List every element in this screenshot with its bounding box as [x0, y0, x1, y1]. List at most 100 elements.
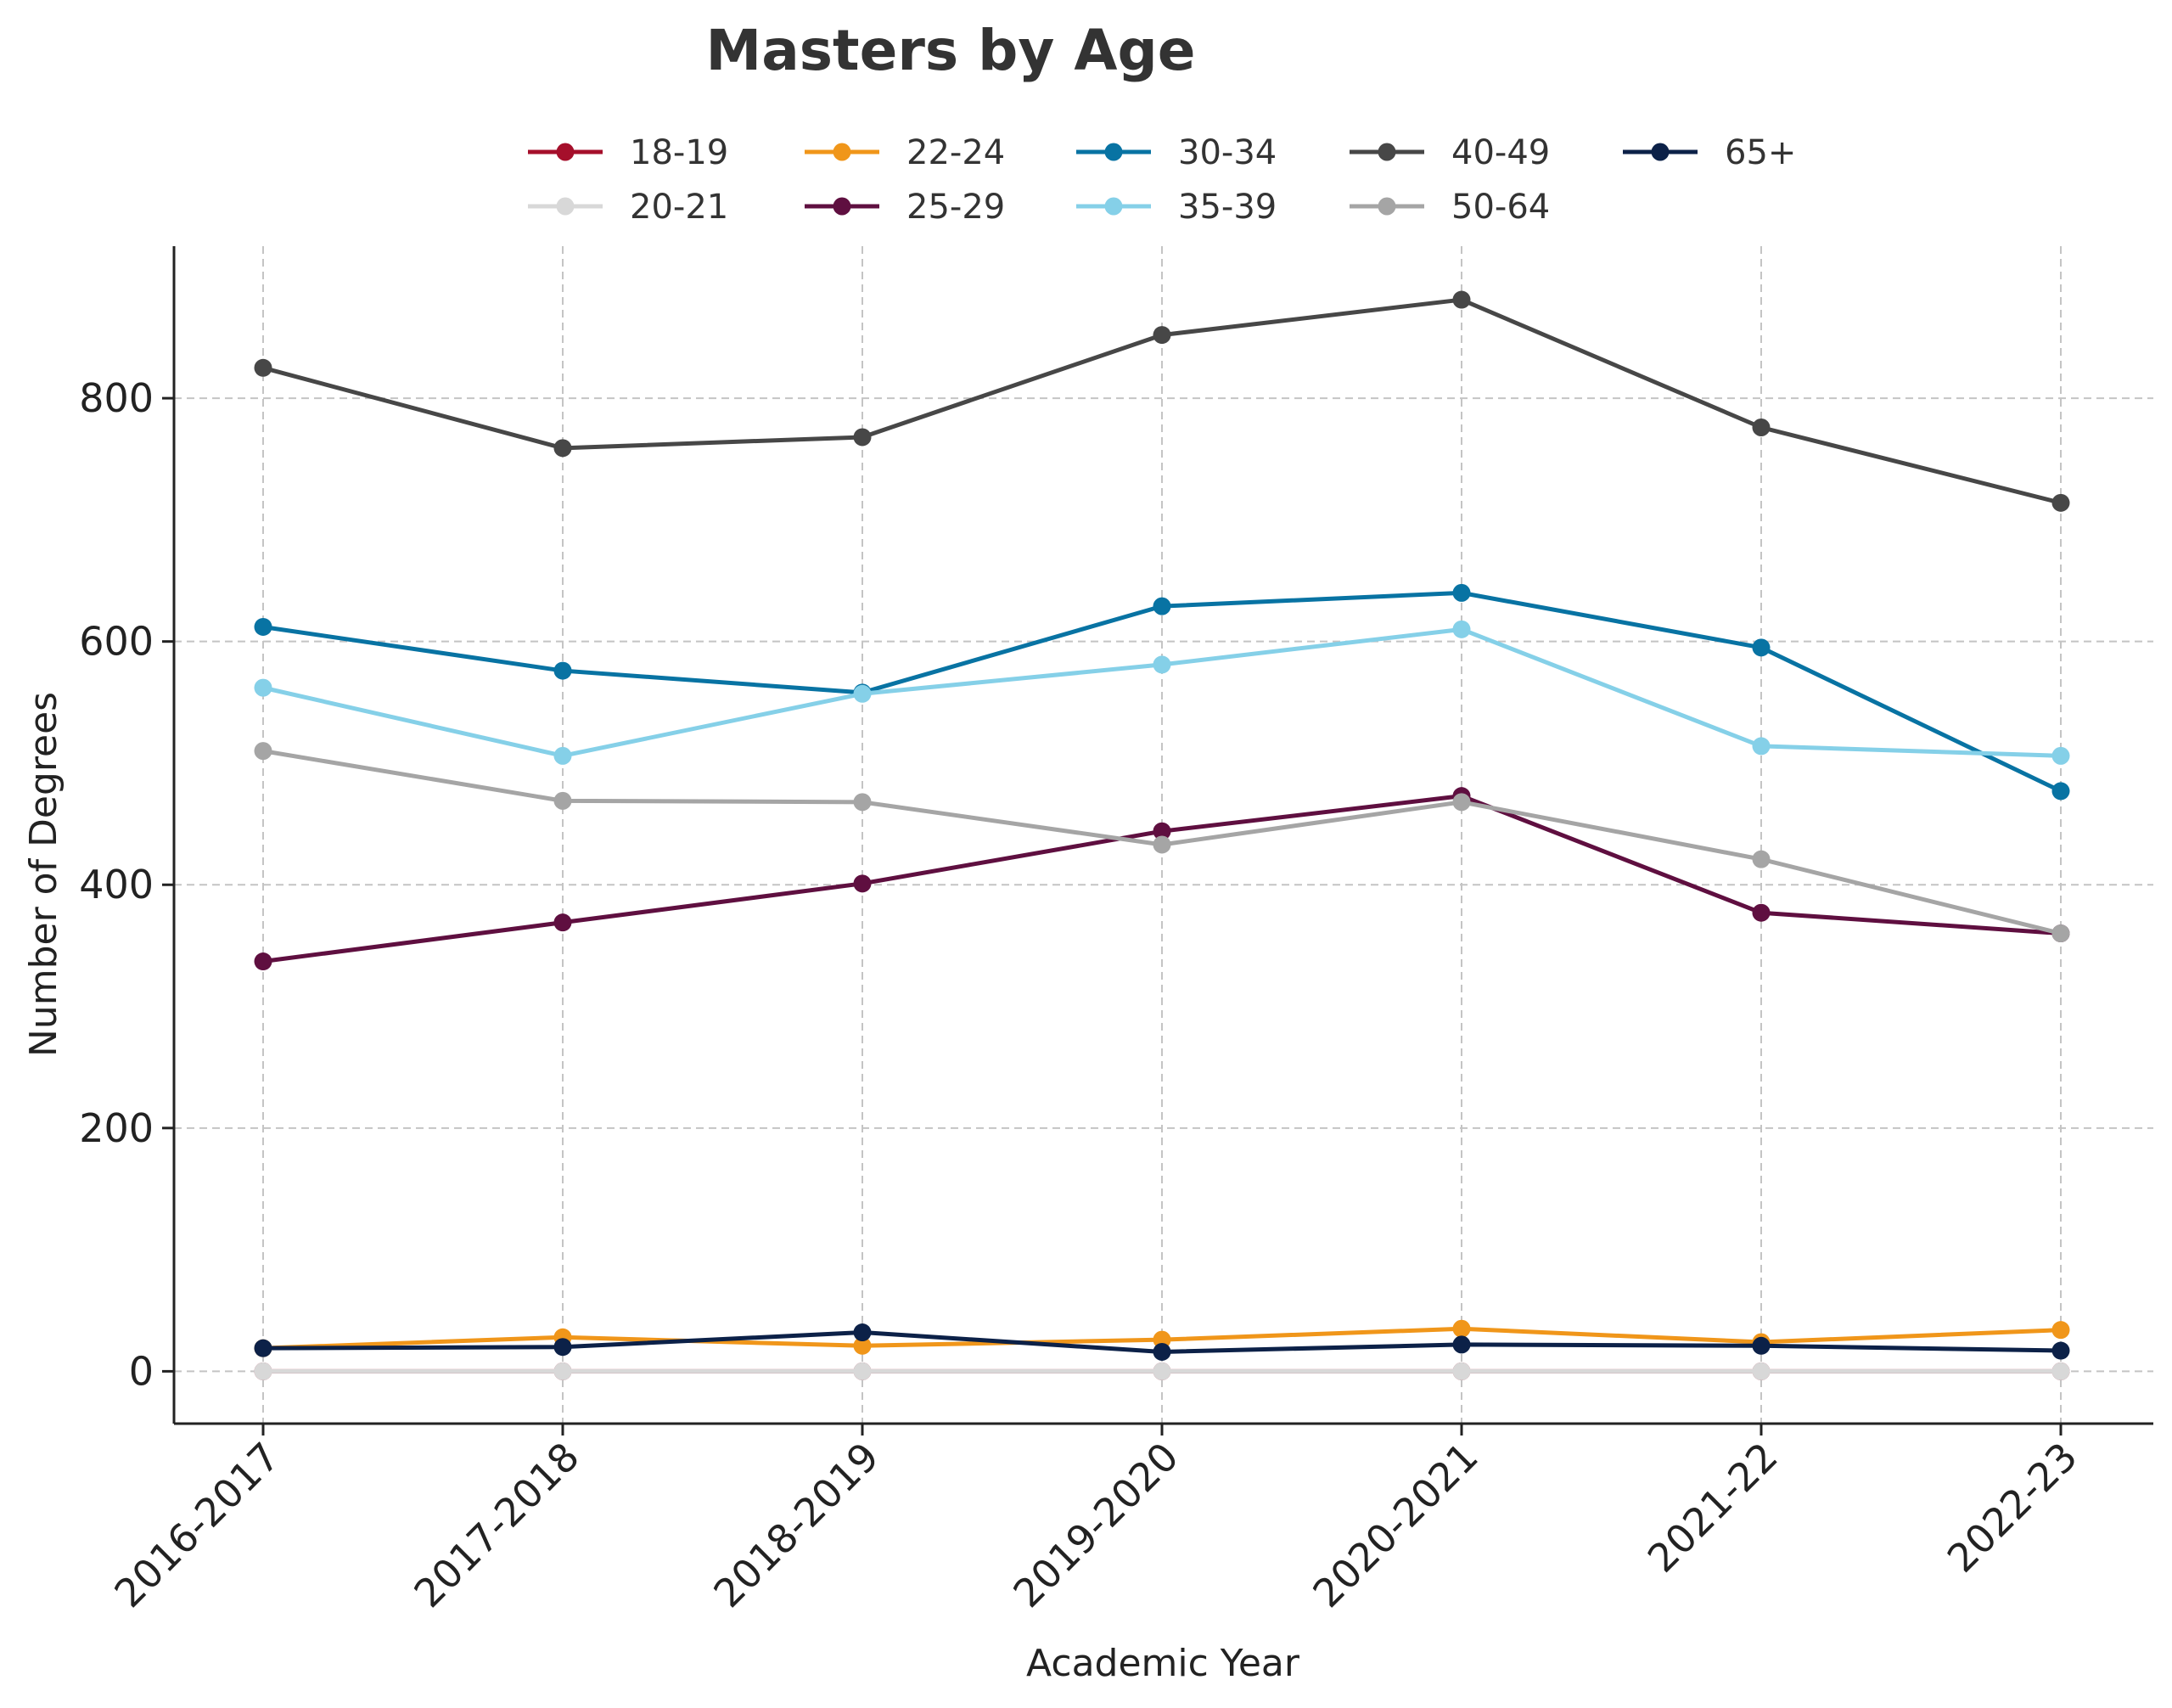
data-point — [853, 1336, 872, 1355]
data-point — [254, 358, 272, 377]
data-point — [254, 678, 272, 697]
data-point — [1752, 638, 1771, 657]
legend-label: 40-49 — [1451, 133, 1550, 172]
data-point — [254, 952, 272, 971]
data-point — [1153, 835, 1171, 854]
y-tick-label: 400 — [79, 862, 154, 907]
x-tick-label: 2018-2019 — [704, 1434, 887, 1616]
data-point — [1452, 1335, 1471, 1354]
axes: 2016-2017 2017-2018 2018-2019 2019-2020 2020… — [79, 246, 2153, 1616]
legend-marker — [833, 197, 851, 216]
legend-label: 50-64 — [1451, 188, 1550, 227]
series-20-21 — [254, 1362, 2070, 1380]
legend-item: 35-39 — [1076, 188, 1277, 227]
data-point — [553, 661, 572, 680]
data-point — [2051, 493, 2070, 512]
legend-item: 22-24 — [805, 133, 1005, 172]
data-point — [1452, 583, 1471, 602]
data-point — [2051, 1341, 2070, 1360]
x-tick-label: 2020-2021 — [1304, 1434, 1486, 1616]
data-point — [553, 1362, 572, 1380]
data-point — [1452, 1319, 1471, 1338]
data-point — [1452, 620, 1471, 638]
legend-marker — [833, 143, 851, 161]
y-tick-label: 600 — [79, 619, 154, 665]
series-group — [254, 290, 2070, 1380]
data-point — [1153, 655, 1171, 674]
legend-label: 30-34 — [1178, 133, 1277, 172]
legend-label: 20-21 — [630, 188, 728, 227]
data-point — [2051, 1321, 2070, 1340]
data-point — [2051, 924, 2070, 943]
data-point — [853, 1362, 872, 1380]
x-tick-label: 2021-22 — [1639, 1434, 1787, 1582]
data-point — [1752, 903, 1771, 922]
series-50-64 — [254, 742, 2070, 943]
data-point — [853, 684, 872, 703]
data-point — [1752, 850, 1771, 868]
legend-marker — [556, 197, 575, 216]
data-point — [1153, 326, 1171, 345]
legend-label: 22-24 — [906, 133, 1005, 172]
legend-item: 50-64 — [1350, 188, 1550, 227]
data-point — [1752, 418, 1771, 436]
data-point — [853, 874, 872, 893]
x-tick-label: 2017-2018 — [405, 1434, 587, 1616]
legend-item: 40-49 — [1350, 133, 1550, 172]
legend-marker — [556, 143, 575, 161]
data-point — [1153, 822, 1171, 840]
y-axis-label: Number of Degrees — [22, 692, 65, 1057]
legend-label: 35-39 — [1178, 188, 1277, 227]
series-65+ — [254, 1323, 2070, 1361]
data-point — [553, 439, 572, 458]
data-point — [254, 742, 272, 761]
series-35-39 — [254, 620, 2070, 765]
legend-item: 30-34 — [1076, 133, 1277, 172]
x-axis-label: Academic Year — [1026, 1642, 1300, 1685]
legend-label: 18-19 — [630, 133, 728, 172]
data-point — [553, 1338, 572, 1357]
x-tick-label: 2019-2020 — [1004, 1434, 1187, 1616]
data-point — [2051, 782, 2070, 801]
data-point — [553, 913, 572, 932]
x-tick-label: 2022-23 — [1939, 1434, 2086, 1582]
data-point — [2051, 746, 2070, 765]
legend-item: 20-21 — [528, 188, 728, 227]
legend-marker — [1651, 143, 1670, 161]
legend-marker — [1378, 143, 1396, 161]
series-25-29 — [254, 787, 2070, 971]
legend: 18-19 20-21 22-24 25-29 30-34 35-39 40-49 50-64… — [528, 133, 1796, 227]
y-tick-label: 800 — [79, 375, 154, 421]
data-point — [1153, 597, 1171, 615]
y-tick-label: 200 — [79, 1105, 154, 1151]
data-point — [254, 1362, 272, 1380]
legend-label: 25-29 — [906, 188, 1005, 227]
data-point — [1752, 1362, 1771, 1380]
legend-marker — [1104, 143, 1123, 161]
data-point — [254, 617, 272, 636]
legend-item: 65+ — [1623, 133, 1796, 172]
series-40-49 — [254, 290, 2070, 512]
legend-marker — [1378, 197, 1396, 216]
data-point — [1153, 1362, 1171, 1380]
data-point — [1452, 290, 1471, 309]
data-point — [853, 428, 872, 447]
legend-label: 65+ — [1725, 133, 1796, 172]
legend-item: 25-29 — [805, 188, 1005, 227]
data-point — [1752, 1336, 1771, 1355]
data-point — [853, 1323, 872, 1342]
data-point — [853, 793, 872, 812]
data-point — [2051, 1362, 2070, 1380]
data-point — [553, 791, 572, 810]
data-point — [1452, 793, 1471, 812]
chart-title: Masters by Age — [706, 18, 1196, 83]
data-point — [553, 746, 572, 765]
legend-item: 18-19 — [528, 133, 728, 172]
data-point — [1452, 1362, 1471, 1380]
data-point — [254, 1339, 272, 1357]
data-point — [1752, 737, 1771, 756]
x-tick-label: 2016-2017 — [105, 1434, 288, 1616]
data-point — [1153, 1342, 1171, 1361]
y-tick-label: 0 — [129, 1348, 154, 1394]
